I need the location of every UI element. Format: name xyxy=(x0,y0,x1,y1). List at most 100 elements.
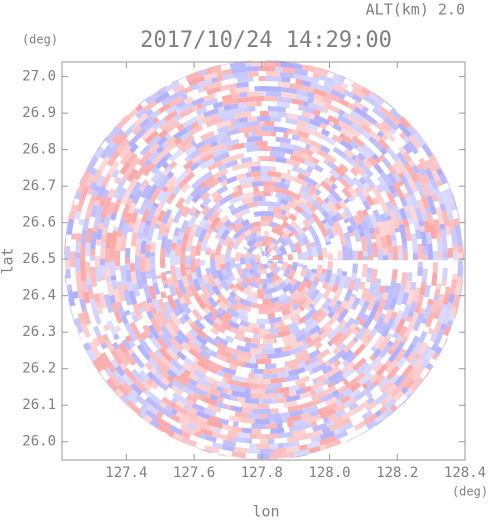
echo-cell xyxy=(90,256,95,261)
echo-cell xyxy=(328,253,333,260)
y-tick-label: 26.1 xyxy=(22,397,56,413)
echo-cell xyxy=(261,171,268,176)
echo-cell xyxy=(245,453,257,459)
echo-cell xyxy=(313,257,318,260)
echo-cell xyxy=(171,243,177,249)
echo-cell xyxy=(408,256,413,260)
echo-cell xyxy=(263,393,278,399)
echo-cell xyxy=(257,434,265,439)
echo-cell xyxy=(175,265,180,268)
x-tick-label: 127.8 xyxy=(241,465,283,481)
echo-cell xyxy=(95,256,100,261)
echo-cell xyxy=(264,96,278,102)
echo-cell xyxy=(358,251,363,260)
echo-cell xyxy=(437,241,443,252)
echo-cell xyxy=(242,407,248,413)
echo-cell xyxy=(417,239,423,244)
echo-cell xyxy=(413,249,418,254)
echo-cell xyxy=(71,233,77,239)
echo-cell xyxy=(80,260,85,270)
echo-cell xyxy=(441,280,447,286)
echo-cell xyxy=(290,78,296,84)
echo-cell xyxy=(407,272,413,281)
echo-cell xyxy=(155,265,161,276)
echo-cell xyxy=(165,253,170,257)
echo-cell xyxy=(268,156,276,162)
echo-cell xyxy=(248,106,255,112)
echo-cell xyxy=(259,146,272,151)
echo-cell xyxy=(195,256,200,259)
echo-cell xyxy=(258,71,266,76)
echo-cell xyxy=(363,256,368,260)
y-unit: (deg) xyxy=(22,33,58,47)
echo-cell xyxy=(130,257,135,263)
echo-cell xyxy=(85,242,91,256)
echo-cell xyxy=(270,166,276,172)
echo-cell xyxy=(96,234,102,240)
echo-cell xyxy=(352,263,358,273)
echo-cell xyxy=(257,126,261,131)
echo-cell xyxy=(436,233,442,241)
echo-cell xyxy=(115,266,120,271)
echo-cell xyxy=(117,230,123,237)
echo-cell xyxy=(261,354,268,359)
echo-cell xyxy=(250,368,254,373)
echo-cell xyxy=(275,353,282,359)
echo-cell xyxy=(257,116,270,121)
echo-cell xyxy=(140,258,146,272)
echo-cell xyxy=(308,256,313,260)
echo-cell xyxy=(244,112,252,118)
echo-cell xyxy=(353,259,358,260)
x-tick-label: 128.4 xyxy=(444,465,486,481)
echo-cell xyxy=(284,427,290,433)
echo-cell xyxy=(87,285,93,291)
echo-cell xyxy=(260,91,266,96)
echo-cell xyxy=(323,258,328,260)
echo-cell xyxy=(160,268,165,273)
echo-field xyxy=(60,56,468,464)
echo-cell xyxy=(258,364,265,369)
echo-cell xyxy=(456,277,462,286)
echo-cell xyxy=(261,429,270,434)
echo-cell xyxy=(292,252,298,260)
echo-cell xyxy=(347,248,353,260)
echo-cell xyxy=(338,250,344,258)
echo-cell xyxy=(205,250,211,255)
echo-cell xyxy=(368,255,373,260)
echo-cell xyxy=(458,247,463,253)
echo-cell xyxy=(105,248,110,262)
echo-cell xyxy=(250,358,256,364)
echo-cell xyxy=(262,348,275,354)
echo-cell xyxy=(253,186,259,192)
echo-cell xyxy=(244,132,249,138)
echo-cell xyxy=(252,131,256,136)
echo-cell xyxy=(130,263,136,272)
echo-cell xyxy=(265,333,276,339)
echo-cell xyxy=(452,245,457,253)
echo-cell xyxy=(95,250,100,256)
echo-cell xyxy=(382,248,388,256)
echo-cell xyxy=(260,274,267,279)
echo-cell xyxy=(210,253,215,258)
echo-cell xyxy=(261,156,268,161)
echo-cell xyxy=(264,344,273,349)
echo-cell xyxy=(228,420,234,426)
echo-cell xyxy=(87,228,93,234)
echo-cell xyxy=(90,267,95,272)
echo-cell xyxy=(60,253,65,259)
echo-cell xyxy=(423,255,428,261)
echo-cell xyxy=(260,161,275,167)
echo-cell xyxy=(257,101,262,106)
echo-cell xyxy=(258,344,264,349)
echo-cell xyxy=(253,191,263,197)
echo-cell xyxy=(266,409,271,414)
echo-cell xyxy=(190,258,195,261)
echo-cell xyxy=(249,443,256,448)
echo-cell xyxy=(248,408,253,413)
echo-cell xyxy=(402,243,407,248)
echo-cell xyxy=(246,368,251,374)
echo-cell xyxy=(120,251,125,265)
echo-cell xyxy=(363,251,368,257)
echo-cell xyxy=(262,81,278,87)
